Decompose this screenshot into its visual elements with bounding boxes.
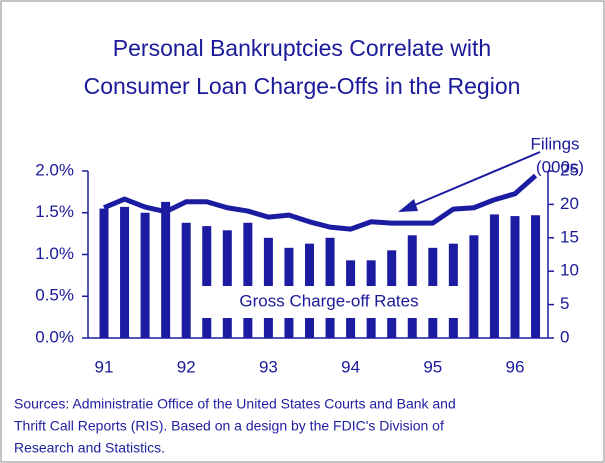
bar [243,222,253,338]
y2-tick-label: 25 [560,160,579,179]
x-tick-label: 95 [423,357,442,376]
bar [120,206,130,338]
bar [202,226,212,338]
y2-tick-label: 10 [560,261,579,280]
y-tick-label: 0.0% [35,327,74,346]
bar [222,230,232,338]
line [103,173,538,232]
chart-title: Personal Bankruptcies Correlate with [113,35,491,61]
y-tick-label: 0.5% [35,286,74,305]
annotation-box [197,286,461,318]
y-tick-label: 1.5% [35,202,74,221]
bar [181,222,191,338]
x-tick-label: 93 [259,357,278,376]
annotation: Filings [530,134,579,153]
arrow [409,151,541,208]
bar [140,212,150,338]
y2-tick-label: 20 [560,194,579,213]
x-tick-label: 94 [341,357,360,376]
sources: Thrift Call Reports (RIS). Based on a de… [14,418,444,434]
y2-tick-label: 0 [560,327,569,346]
bar [469,235,479,338]
bar [531,215,541,338]
y-tick-label: 1.0% [35,244,74,263]
chart-title: Consumer Loan Charge-Offs in the Region [84,73,521,99]
sources: Research and Statistics. [14,440,165,456]
x-tick-label: 91 [95,357,114,376]
bar [161,201,171,338]
bar [99,208,109,338]
y-tick-label: 2.0% [35,160,74,179]
y2-tick-label: 15 [560,227,579,246]
bar [489,214,499,338]
sources: Sources: Administratie Office of the Uni… [14,396,456,412]
bar [510,216,520,338]
x-tick-label: 96 [506,357,525,376]
x-tick-label: 92 [177,357,196,376]
arrow-head [398,199,418,212]
annotation: (000s) [536,157,584,176]
y2-tick-label: 5 [560,294,569,313]
annotation: Gross Charge-off Rates [239,291,418,310]
